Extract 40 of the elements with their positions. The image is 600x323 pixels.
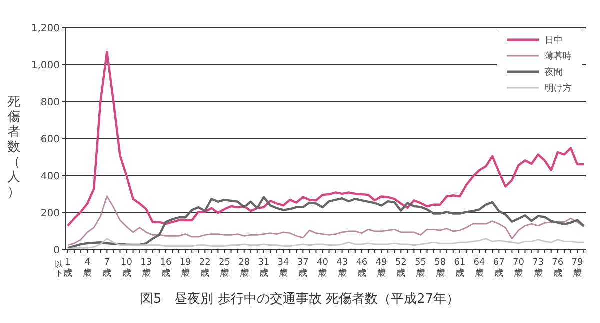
text: 図5 昼夜別 歩行中の交通事故 死傷者数（平成27年） bbox=[139, 291, 461, 308]
y-tick-label: 1,200 bbox=[31, 24, 60, 35]
x-tick-label: 76歳 bbox=[552, 258, 564, 279]
x-tick-label: 52歳 bbox=[395, 258, 407, 279]
x-tick-label: 13歳 bbox=[140, 258, 152, 279]
x-tick-label: 40歳 bbox=[317, 258, 329, 279]
x-tick-label: 61歳 bbox=[454, 258, 466, 279]
x-tick-label: 58歳 bbox=[434, 258, 446, 279]
x-tick-label: 70歳 bbox=[512, 258, 525, 279]
x-tick-label: 16歳 bbox=[160, 258, 172, 279]
x-tick-label: 4歳 bbox=[83, 258, 92, 279]
x-tick-label: 25歳 bbox=[219, 258, 230, 279]
y-tick-label: 0 bbox=[54, 246, 60, 257]
x-tick-label: 34歳 bbox=[278, 258, 290, 279]
legend-label: 薄暮時 bbox=[545, 50, 572, 62]
x-tick-label: 43歳 bbox=[336, 258, 348, 279]
y-tick-label: 800 bbox=[40, 98, 60, 109]
y-tick-label: 200 bbox=[40, 208, 60, 220]
x-tick-label: 10歳 bbox=[121, 258, 133, 279]
y-tick-label: 1,000 bbox=[31, 60, 60, 72]
legend-label: 日中 bbox=[545, 34, 563, 46]
x-tick-label: 49歳 bbox=[376, 258, 388, 279]
x-tick-label: 64歳 bbox=[474, 258, 486, 279]
legend-label: 夜間 bbox=[545, 66, 563, 78]
x-tick-label: 19歳 bbox=[180, 258, 192, 279]
y-axis-title: 死傷者数（人） bbox=[6, 95, 22, 200]
x-tick-label: 22歳 bbox=[199, 258, 211, 279]
x-tick-label: 79歳 bbox=[572, 258, 584, 279]
y-tick-label: 600 bbox=[40, 134, 60, 146]
x-tick-label: 1歳以下 bbox=[54, 258, 72, 279]
x-tick-label: 73歳 bbox=[532, 258, 544, 279]
x-tick-label: 37歳 bbox=[297, 258, 309, 279]
x-tick-label: 55歳 bbox=[414, 258, 426, 279]
x-tick-label: 46歳 bbox=[356, 258, 368, 279]
x-tick-label: 67歳 bbox=[493, 258, 505, 279]
x-tick-label: 31歳 bbox=[258, 258, 270, 279]
x-tick-label: 28歳 bbox=[238, 258, 250, 279]
y-tick-label: 400 bbox=[40, 172, 60, 183]
legend-label: 明け方 bbox=[545, 82, 572, 94]
x-tick-label: 7歳 bbox=[102, 258, 112, 279]
